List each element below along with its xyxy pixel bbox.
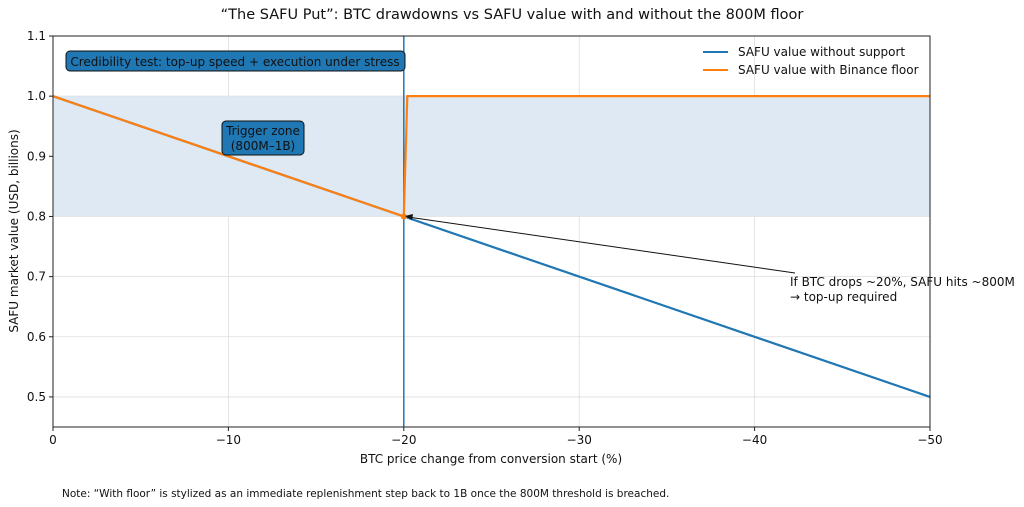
trigger-zone-line2: (800M–1B) [231, 139, 296, 153]
legend-label-with-floor: SAFU value with Binance floor [738, 63, 919, 77]
trigger-zone-band [53, 96, 930, 217]
credibility-box [65, 50, 406, 72]
x-tick-label: −30 [567, 433, 592, 447]
x-tick-label: −40 [742, 433, 767, 447]
y-tick-label: 0.5 [27, 390, 46, 404]
x-tick-label: −20 [391, 433, 416, 447]
annotation-line1: If BTC drops ~20%, SAFU hits ~800M [790, 275, 1015, 289]
series-line-with-floor [52, 95, 930, 218]
plot-frame [52, 35, 931, 428]
y-tick-label: 1.1 [27, 29, 46, 43]
y-tick-label: 1.0 [27, 89, 46, 103]
x-tick-label: 0 [49, 433, 57, 447]
threshold-marker [400, 213, 407, 220]
x-tick-label: −10 [216, 433, 241, 447]
annotation-line2: → top-up required [790, 290, 897, 304]
footnote: Note: “With floor” is stylized as an imm… [62, 488, 669, 500]
y-tick-label: 0.6 [27, 330, 46, 344]
y-axis-label: SAFU market value (USD, billions) [7, 129, 21, 332]
annotation-arrow [407, 216, 796, 274]
y-tick-label: 0.9 [27, 149, 46, 163]
trigger-zone-box [221, 120, 305, 156]
legend-label-without-support: SAFU value without support [738, 45, 905, 59]
chart-title: “The SAFU Put”: BTC drawdowns vs SAFU va… [221, 7, 804, 23]
credibility-text: Credibility test: top-up speed + executi… [70, 55, 399, 69]
y-tick-label: 0.7 [27, 270, 46, 284]
x-axis-label: BTC price change from conversion start (… [360, 452, 622, 466]
trigger-zone-line1: Trigger zone [225, 124, 300, 138]
legend: SAFU value without support SAFU value wi… [703, 45, 919, 77]
annotation-arrowhead [405, 214, 413, 220]
x-tick-label: −50 [917, 433, 942, 447]
y-tick-label: 0.8 [27, 209, 46, 223]
